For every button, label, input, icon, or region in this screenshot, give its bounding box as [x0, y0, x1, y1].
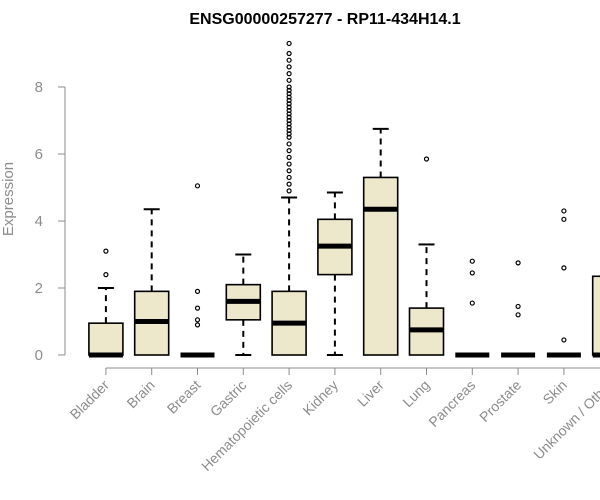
x-tick-label: Skin	[539, 377, 570, 408]
outlier-point	[194, 183, 201, 189]
box-iqr	[591, 275, 600, 356]
outlier-point	[286, 70, 292, 77]
outlier-point	[286, 127, 292, 134]
outlier-point	[561, 265, 567, 271]
x-tick-label: Brain	[123, 377, 157, 411]
outlier-point	[286, 148, 292, 154]
y-axis: 0 2 4 6 8	[35, 79, 66, 364]
outlier-point	[286, 154, 292, 160]
outlier-point	[286, 131, 292, 137]
outlier-point	[286, 161, 292, 167]
outlier-point	[286, 64, 292, 70]
outlier-point	[286, 57, 292, 63]
x-tick-label: Kidney	[299, 377, 341, 419]
outlier-point	[286, 168, 292, 174]
outlier-point	[286, 40, 292, 47]
outlier-point	[286, 107, 292, 114]
box-group	[88, 248, 124, 358]
y-tick-label: 0	[35, 347, 43, 364]
x-tick-label: Lung	[399, 377, 432, 410]
y-tick-label: 4	[35, 213, 43, 230]
outlier-point	[286, 87, 292, 93]
outlier-point	[194, 322, 201, 328]
outlier-point	[286, 111, 292, 117]
y-tick-label: 8	[35, 79, 43, 96]
box-group	[225, 253, 262, 356]
outlier-point	[286, 114, 292, 120]
outlier-point	[286, 94, 292, 100]
box-iqr	[362, 176, 399, 356]
chart-title: ENSG00000257277 - RP11-434H14.1	[189, 11, 460, 28]
outlier-point	[515, 312, 521, 318]
outlier-point	[469, 300, 475, 306]
outlier-point	[286, 124, 292, 130]
outlier-point	[286, 141, 292, 147]
outlier-point	[103, 248, 109, 254]
outlier-point	[286, 181, 292, 187]
x-tick-label: Prostate	[476, 377, 524, 425]
box-iqr	[88, 322, 124, 356]
box-group	[591, 275, 600, 358]
y-tick-label: 6	[35, 146, 43, 163]
outlier-point	[286, 104, 292, 110]
x-tick-label: Gastric	[207, 377, 250, 420]
x-tick-label: Liver	[354, 377, 387, 410]
outlier-point	[469, 270, 475, 276]
outlier-point	[286, 50, 292, 57]
outlier-point	[286, 77, 292, 83]
outlier-point	[515, 303, 521, 310]
outlier-point	[515, 260, 521, 266]
box-group	[546, 208, 581, 358]
outlier-point	[286, 91, 292, 97]
box-group	[317, 191, 353, 356]
x-tick-label: Bladder	[67, 377, 113, 423]
x-tick-label: Breast	[164, 377, 204, 417]
x-tick-label: Pancreas	[425, 377, 478, 430]
box-group	[408, 156, 445, 356]
outlier-point	[469, 258, 475, 264]
outlier-point	[286, 174, 292, 181]
y-axis-label: Expression	[0, 162, 17, 236]
outlier-point	[286, 84, 292, 90]
boxes-layer	[88, 40, 600, 358]
box-group	[133, 208, 170, 356]
box-group	[271, 40, 307, 356]
outlier-point	[561, 208, 567, 214]
outlier-point	[561, 337, 567, 343]
outlier-point	[286, 117, 292, 124]
outlier-point	[286, 134, 292, 140]
outlier-point	[194, 305, 201, 311]
outlier-point	[286, 97, 292, 104]
outlier-point	[423, 156, 430, 162]
x-tick-label: Hematopoietic cells	[198, 377, 295, 474]
box-group	[362, 127, 399, 356]
y-tick-label: 2	[35, 280, 43, 297]
outlier-point	[286, 188, 292, 194]
outlier-point	[561, 216, 567, 222]
outlier-point	[194, 317, 201, 323]
outlier-point	[286, 121, 292, 127]
outlier-point	[194, 288, 201, 294]
outlier-point	[286, 101, 292, 107]
box-group	[501, 260, 536, 358]
box-group	[455, 258, 490, 358]
outlier-point	[103, 272, 109, 278]
box-group	[180, 183, 215, 358]
